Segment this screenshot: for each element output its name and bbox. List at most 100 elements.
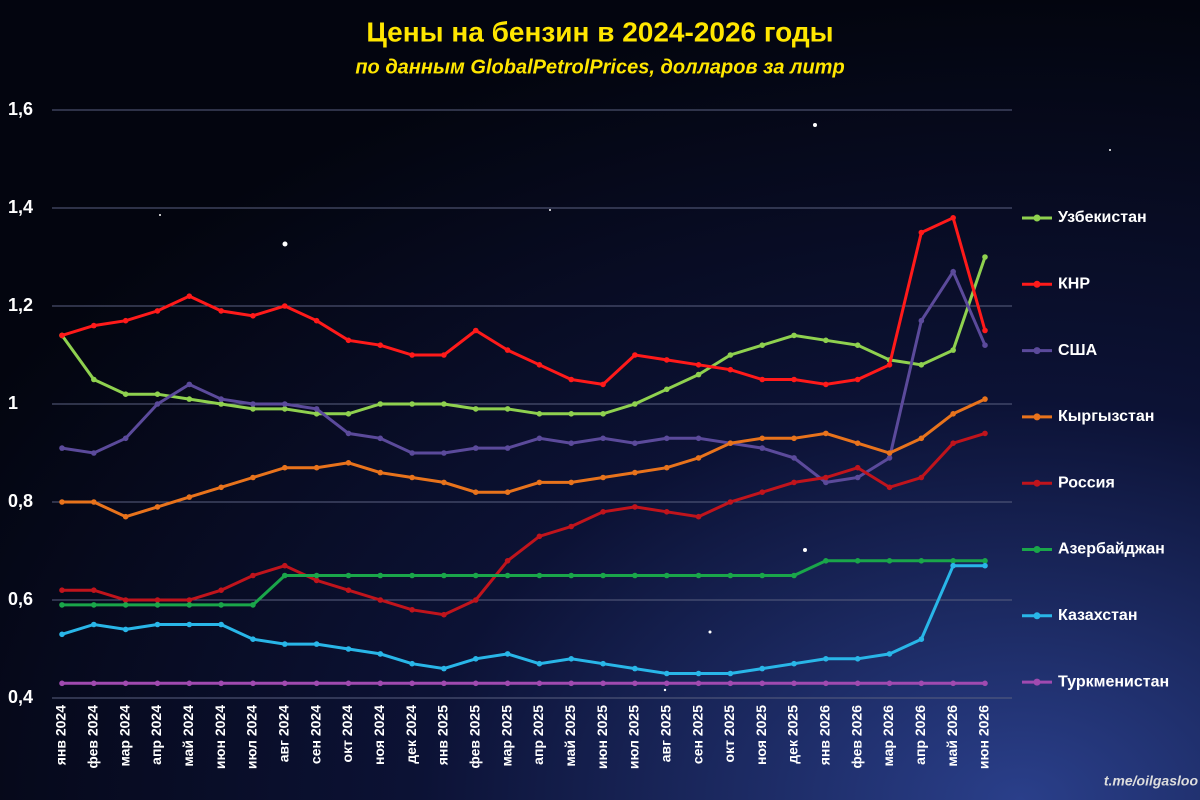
point <box>854 342 861 349</box>
point <box>186 293 193 300</box>
point <box>154 308 161 314</box>
line <box>62 559 985 607</box>
legend-label: Азербайджан <box>1058 541 1165 558</box>
point <box>313 464 320 471</box>
point <box>313 406 320 412</box>
x-tick-label: янв 2025 <box>435 705 451 765</box>
point <box>791 479 797 486</box>
point <box>281 572 288 579</box>
point <box>377 597 384 603</box>
point <box>600 509 606 515</box>
point <box>632 469 638 476</box>
legend-dot <box>1033 214 1041 222</box>
y-tick-label: 1,2 <box>8 295 33 315</box>
point <box>663 357 670 363</box>
point <box>441 572 447 579</box>
line <box>62 397 986 519</box>
point <box>568 656 575 662</box>
point <box>122 513 129 520</box>
point <box>377 401 384 407</box>
legend-label: Узбекистан <box>1058 209 1147 226</box>
point <box>918 362 925 368</box>
point <box>409 401 415 407</box>
point <box>154 597 161 603</box>
point <box>854 376 861 383</box>
point <box>568 523 575 530</box>
point <box>632 680 638 687</box>
point <box>122 391 129 398</box>
x-tick-label: дек 2025 <box>785 705 801 764</box>
point <box>218 621 224 628</box>
point <box>536 362 543 368</box>
point <box>186 621 193 628</box>
point <box>950 268 956 275</box>
point <box>186 680 193 687</box>
point <box>568 680 575 687</box>
series <box>59 558 988 608</box>
point <box>409 474 415 481</box>
point <box>504 489 511 496</box>
point <box>377 435 384 442</box>
point <box>250 406 256 412</box>
point <box>345 430 352 437</box>
point <box>695 513 702 520</box>
point <box>695 572 702 579</box>
point <box>632 665 638 672</box>
point <box>504 651 511 657</box>
point <box>759 445 766 451</box>
legend-dot <box>1033 546 1041 553</box>
legend-dot <box>1033 347 1041 355</box>
point <box>186 597 193 603</box>
legend-dot <box>1033 413 1041 421</box>
point <box>663 435 670 442</box>
point <box>759 342 766 349</box>
point <box>695 670 702 677</box>
point <box>568 479 575 486</box>
point <box>218 308 224 314</box>
point <box>472 572 479 579</box>
point <box>186 494 193 500</box>
point <box>727 366 734 373</box>
point <box>759 489 766 496</box>
y-tick-label: 0,4 <box>8 687 33 707</box>
point <box>536 411 543 417</box>
series <box>59 430 988 618</box>
point <box>345 680 352 687</box>
point <box>982 680 988 687</box>
point <box>218 396 224 402</box>
point <box>313 317 320 324</box>
point <box>950 562 956 569</box>
point <box>886 450 893 456</box>
point <box>600 435 606 442</box>
point <box>441 611 447 618</box>
point <box>154 621 161 628</box>
stars <box>159 123 1111 692</box>
point <box>472 489 479 496</box>
point <box>409 572 415 579</box>
point <box>59 602 65 608</box>
point <box>281 406 288 412</box>
point <box>823 479 829 486</box>
point <box>409 680 415 687</box>
series <box>59 562 988 677</box>
point <box>886 558 893 564</box>
point <box>122 317 129 324</box>
point <box>313 411 320 417</box>
legend-label: Кыргызстан <box>1058 408 1154 425</box>
x-tick-label: апр 2024 <box>148 705 164 765</box>
point <box>950 680 956 687</box>
point <box>250 474 256 481</box>
point <box>886 651 893 657</box>
point <box>823 680 829 687</box>
point <box>409 607 415 613</box>
point <box>504 572 511 579</box>
point <box>281 303 288 309</box>
point <box>982 396 988 402</box>
point <box>345 337 352 344</box>
point <box>918 636 925 642</box>
point <box>441 665 447 672</box>
y-tick-label: 1,6 <box>8 99 33 119</box>
point <box>154 504 161 510</box>
